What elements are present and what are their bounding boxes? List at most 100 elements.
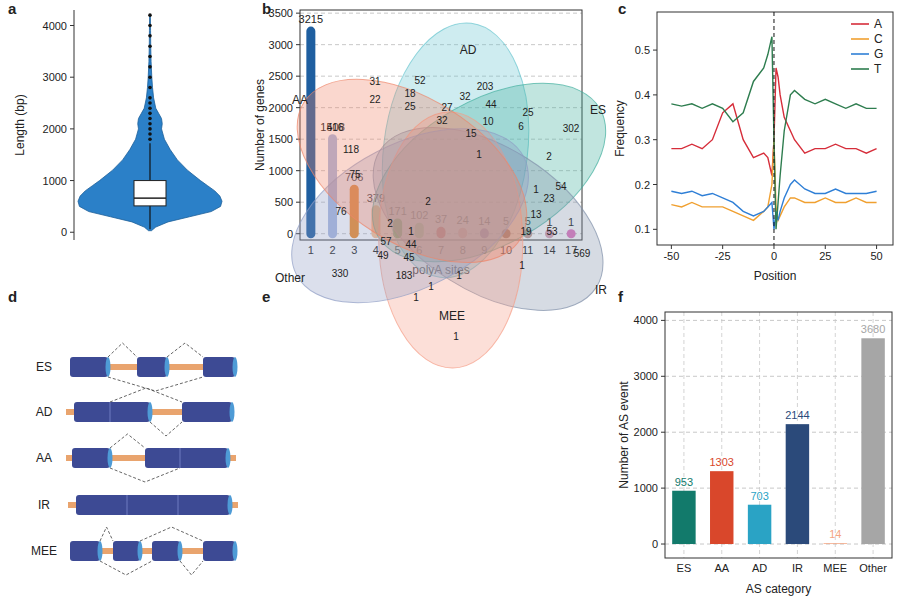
venn-count: 416 bbox=[327, 122, 344, 133]
grid-line bbox=[665, 488, 892, 489]
exon-cap bbox=[138, 541, 143, 561]
legend-swatch bbox=[851, 53, 869, 55]
row-label: IR bbox=[38, 498, 50, 512]
exon-cap bbox=[226, 448, 231, 468]
exon bbox=[70, 541, 100, 561]
exon-cap bbox=[233, 541, 238, 561]
venn-count: 2 bbox=[425, 196, 431, 207]
exon-cap bbox=[148, 402, 153, 422]
y-tick bbox=[70, 128, 74, 129]
exon bbox=[137, 357, 167, 377]
y-tick bbox=[661, 488, 665, 489]
outlier bbox=[148, 122, 152, 126]
outlier bbox=[148, 34, 152, 38]
y-tick bbox=[653, 184, 657, 185]
data-label: 14 bbox=[829, 528, 841, 540]
venn-count: 49 bbox=[377, 250, 389, 261]
y-tick-label: 3000 bbox=[634, 370, 658, 382]
y-tick-label: 2500 bbox=[269, 70, 293, 82]
exon-cap bbox=[108, 448, 113, 468]
splice-line bbox=[150, 422, 182, 436]
y-tick bbox=[70, 77, 74, 78]
venn-count: 76 bbox=[335, 206, 347, 217]
legend-swatch bbox=[851, 38, 869, 40]
legend-label: G bbox=[874, 47, 883, 61]
venn-count: 1 bbox=[519, 260, 525, 271]
y-tick bbox=[661, 320, 665, 321]
set-label: AD bbox=[460, 43, 477, 57]
venn-count: 1 bbox=[533, 184, 539, 195]
venn-count: 13 bbox=[530, 209, 542, 220]
y-tick bbox=[661, 432, 665, 433]
data-label: 3215 bbox=[299, 13, 323, 25]
bar bbox=[710, 471, 733, 544]
x-tick bbox=[722, 245, 723, 249]
y-tick bbox=[653, 229, 657, 230]
exon bbox=[70, 357, 108, 377]
y-tick-label: 1500 bbox=[269, 133, 293, 145]
venn-count: 32 bbox=[436, 115, 448, 126]
splice-line bbox=[110, 434, 145, 448]
x-tick-label: 25 bbox=[819, 250, 831, 262]
splice-line bbox=[180, 561, 203, 575]
exon bbox=[203, 541, 235, 561]
bar bbox=[786, 424, 809, 544]
y-axis-title: Length (bp) bbox=[13, 94, 27, 155]
bar bbox=[861, 338, 884, 544]
plot-area bbox=[671, 12, 876, 245]
y-tick-label: 3000 bbox=[269, 39, 293, 51]
outlier bbox=[148, 117, 152, 121]
venn-count: 57 bbox=[380, 236, 392, 247]
y-tick bbox=[296, 44, 300, 45]
row-label: MEE bbox=[31, 544, 57, 558]
y-tick bbox=[653, 50, 657, 51]
venn-count: 118 bbox=[343, 144, 359, 155]
data-label: 1303 bbox=[710, 456, 734, 468]
splice-line bbox=[108, 377, 203, 391]
panel-letter: c bbox=[618, 0, 626, 17]
venn-count: 54 bbox=[555, 181, 567, 192]
x-tick bbox=[825, 245, 826, 249]
grid-line bbox=[665, 376, 892, 377]
figure: a01000200030004000Length (bp)b0500100015… bbox=[0, 0, 915, 604]
panel-letter: f bbox=[618, 288, 624, 305]
legend-swatch bbox=[851, 68, 869, 70]
x-tick-label: 0 bbox=[771, 250, 777, 262]
y-tick bbox=[653, 139, 657, 140]
plot-frame bbox=[657, 12, 893, 245]
outlier bbox=[148, 13, 152, 17]
exon bbox=[76, 495, 230, 515]
outlier bbox=[148, 112, 152, 116]
x-tick bbox=[671, 245, 672, 249]
splice-line bbox=[108, 343, 137, 357]
venn-count: 302 bbox=[563, 123, 580, 134]
plot-frame bbox=[665, 312, 892, 558]
venn-count: 53 bbox=[546, 226, 558, 237]
y-tick bbox=[70, 232, 74, 233]
exon bbox=[152, 541, 180, 561]
panel-letter: a bbox=[8, 0, 17, 17]
venn-count: 10 bbox=[482, 116, 494, 127]
set-label: MEE bbox=[439, 309, 465, 323]
exon bbox=[145, 448, 228, 468]
venn-count: 31 bbox=[369, 76, 381, 87]
y-tick-label: 3500 bbox=[269, 7, 293, 19]
outlier bbox=[148, 24, 152, 28]
y-tick bbox=[296, 170, 300, 171]
exon-cap bbox=[165, 357, 170, 377]
venn-count: 44 bbox=[485, 99, 497, 110]
row-label: AA bbox=[36, 451, 52, 465]
y-tick-label: 0 bbox=[61, 226, 67, 238]
venn-count: 25 bbox=[404, 101, 416, 112]
venn-count: 2 bbox=[387, 218, 393, 229]
box bbox=[134, 181, 166, 206]
venn-count: 45 bbox=[403, 252, 415, 263]
legend-label: A bbox=[874, 17, 882, 31]
bar bbox=[824, 543, 847, 545]
median bbox=[134, 197, 166, 199]
exon-cap bbox=[228, 495, 233, 515]
venn-count: 1 bbox=[408, 226, 414, 237]
data-label: 953 bbox=[675, 476, 693, 488]
legend-label: C bbox=[874, 32, 883, 46]
panel-letter: e bbox=[262, 288, 270, 305]
